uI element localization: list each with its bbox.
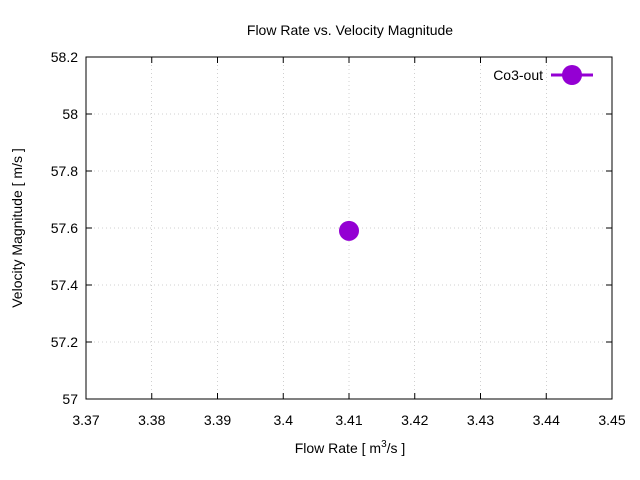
x-axis-label-tail: /s ]	[387, 440, 406, 456]
data-point	[339, 220, 359, 241]
chart-title: Flow Rate vs. Velocity Magnitude	[247, 22, 453, 38]
y-tick-label: 58.2	[51, 49, 78, 65]
y-tick-labels: 57 57.2 57.4 57.6 57.8 58 58.2	[51, 49, 78, 407]
y-tick-label: 57.4	[51, 277, 78, 293]
legend: Co3-out	[493, 65, 593, 85]
data-points	[339, 220, 359, 241]
x-tick-label: 3.43	[467, 412, 494, 428]
grid	[86, 57, 612, 399]
x-tick-labels: 3.37 3.38 3.39 3.4 3.41 3.42 3.43 3.44 3.45	[72, 412, 625, 428]
y-tick-label: 57	[62, 391, 78, 407]
x-tick-label: 3.41	[335, 412, 362, 428]
x-tick-label: 3.42	[401, 412, 428, 428]
x-tick-label: 3.44	[533, 412, 560, 428]
x-tick-label: 3.37	[72, 412, 99, 428]
x-tick-label: 3.38	[138, 412, 165, 428]
x-axis-label-superscript: 3	[381, 439, 387, 450]
x-tick-label: 3.45	[598, 412, 625, 428]
legend-marker	[562, 65, 582, 85]
y-tick-label: 57.2	[51, 334, 78, 350]
legend-label: Co3-out	[493, 67, 543, 83]
x-axis-label-main: Flow Rate [ m	[295, 440, 381, 456]
x-tick-label: 3.39	[204, 412, 231, 428]
y-axis-label: Velocity Magnitude [ m/s ]	[9, 148, 25, 308]
y-tick-label: 57.8	[51, 163, 78, 179]
y-tick-label: 58	[62, 106, 78, 122]
x-axis-label: Flow Rate [ m3/s ]	[295, 439, 406, 456]
y-tick-label: 57.6	[51, 220, 78, 236]
x-tick-label: 3.4	[274, 412, 294, 428]
axis-ticks	[85, 56, 613, 400]
